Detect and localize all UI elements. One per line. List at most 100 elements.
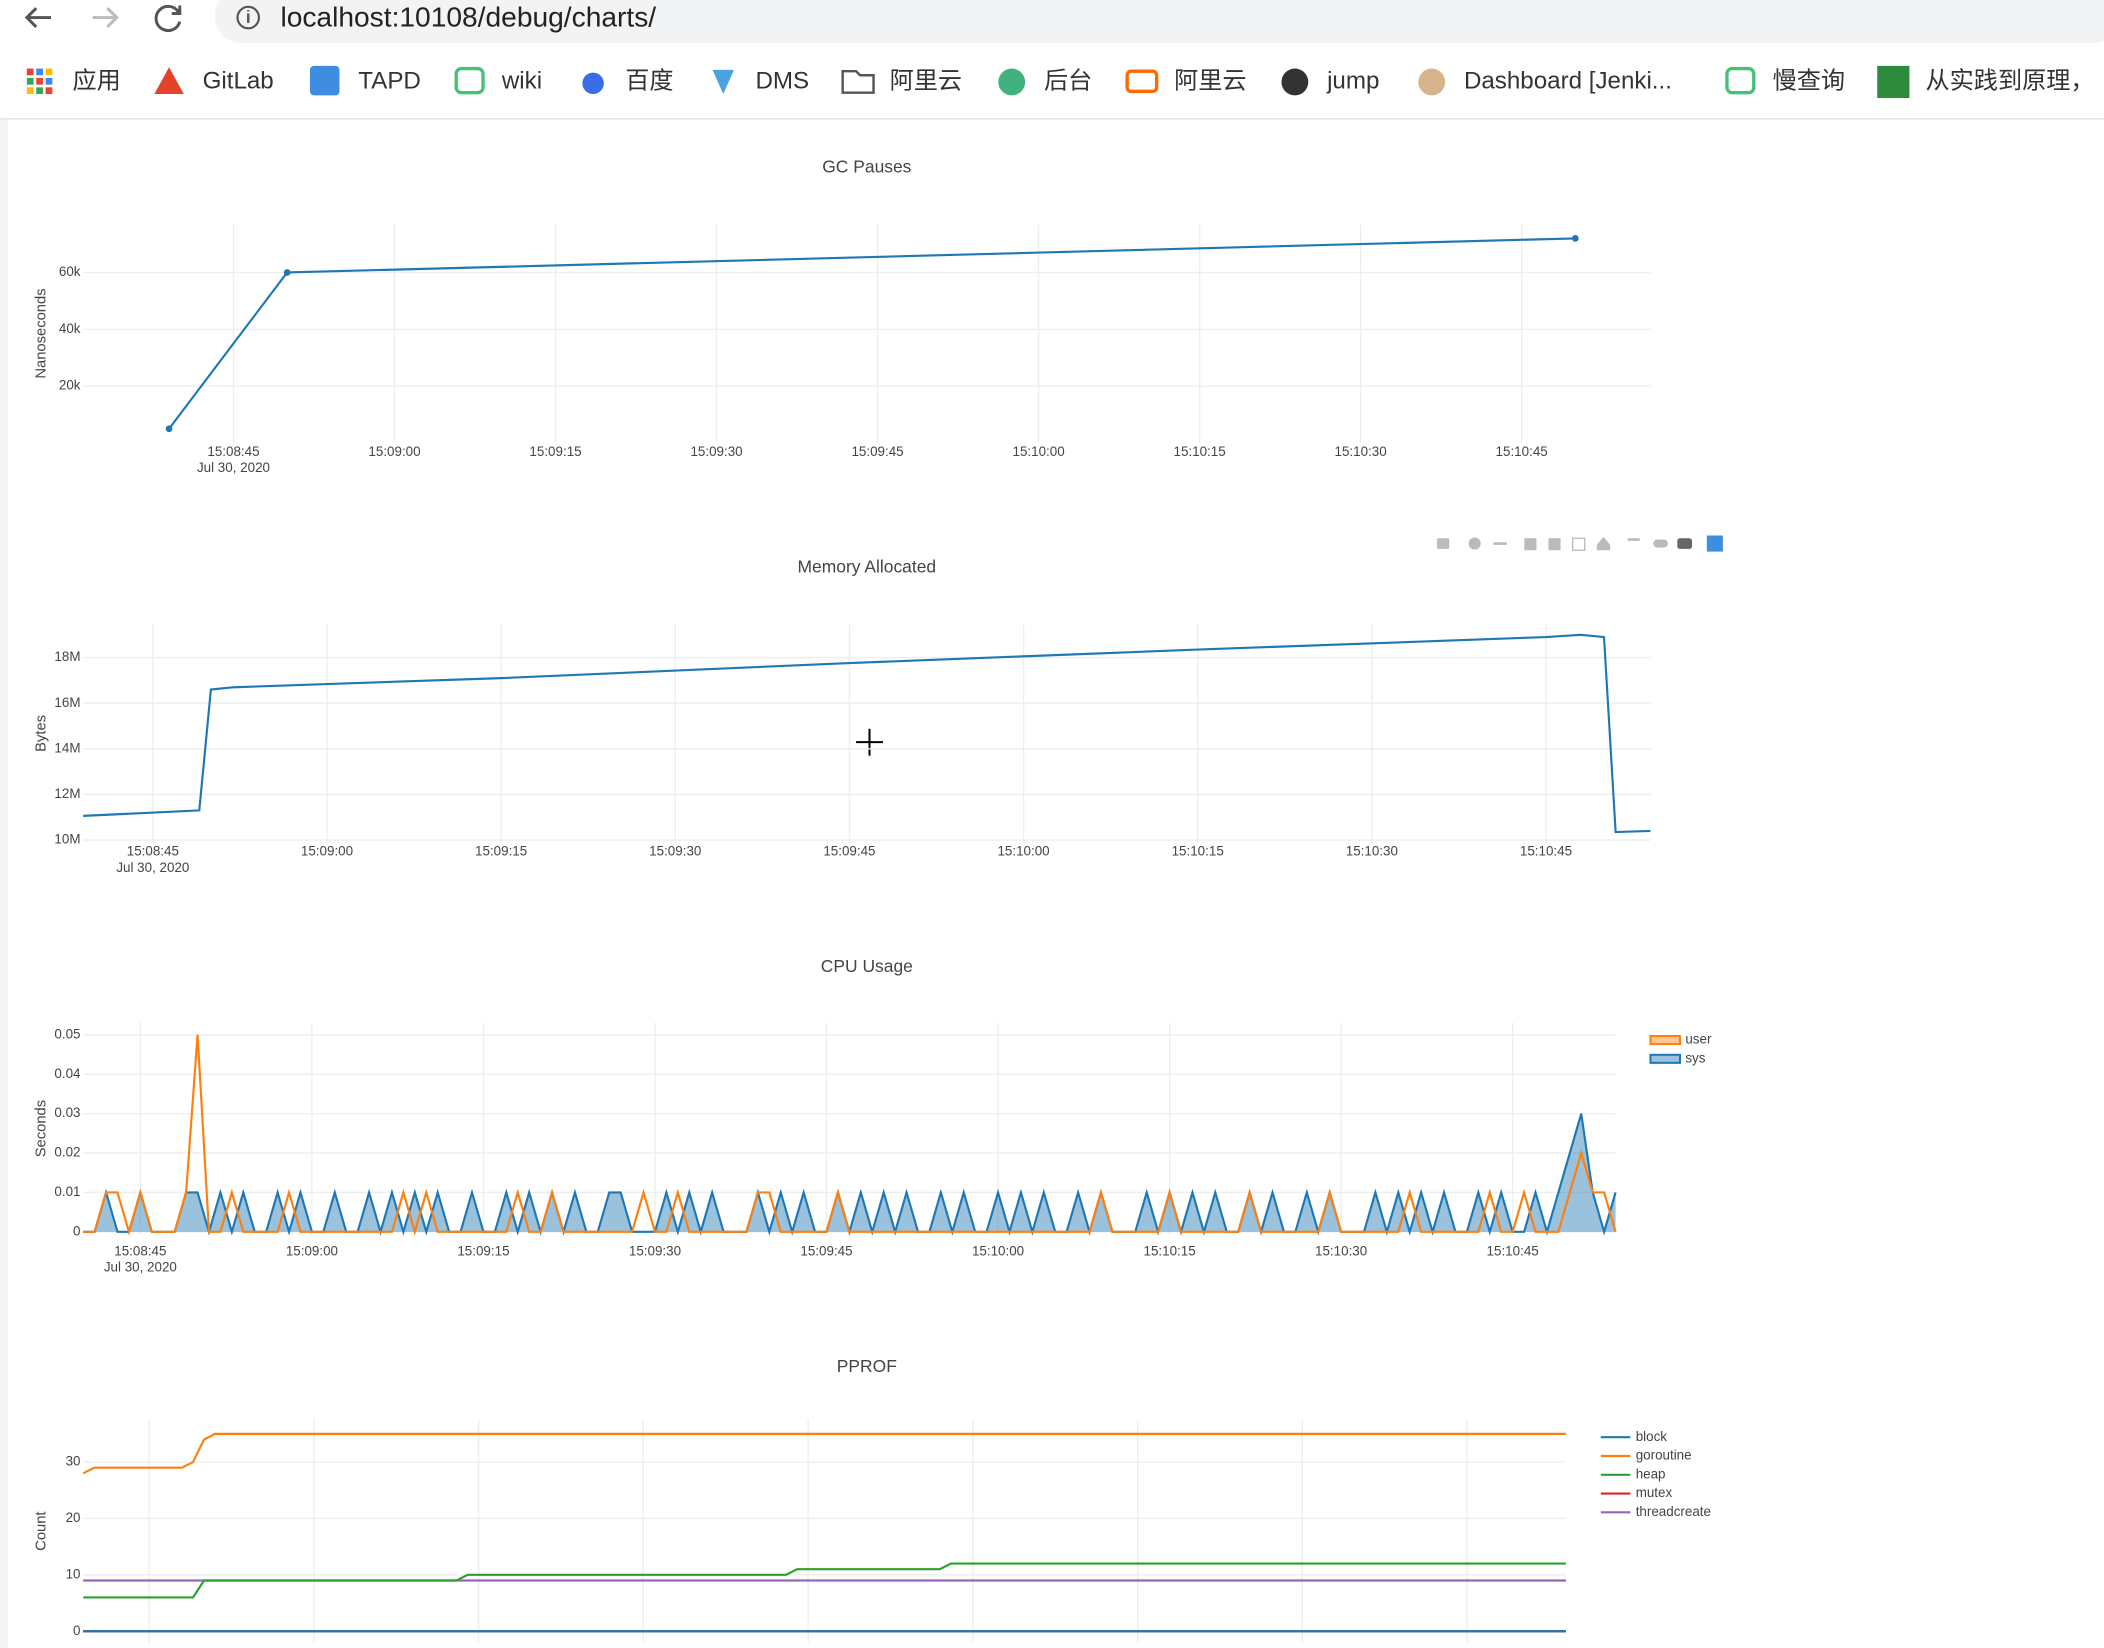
x-tick-date: Jul 30, 2020 xyxy=(197,460,270,475)
y-axis-title: Nanoseconds xyxy=(34,288,50,378)
x-tick-label: 15:10:00 xyxy=(972,1244,1024,1259)
x-tick-label: 15:09:45 xyxy=(851,444,903,459)
cursor xyxy=(856,728,883,756)
line xyxy=(83,633,1651,834)
bookmark-icon xyxy=(1281,68,1309,96)
modebar-button[interactable] xyxy=(1437,538,1450,549)
y-tick-label: 0.03 xyxy=(54,1105,80,1120)
x-tick-label: 15:09:15 xyxy=(529,444,581,459)
x-tick-date: Jul 30, 2020 xyxy=(116,860,189,875)
legend-label: mutex xyxy=(1636,1485,1673,1500)
bookmark[interactable]: Dashboard [Jenki... xyxy=(1464,67,1672,94)
bookmark-icon xyxy=(1418,68,1446,96)
y-tick-label: 20k xyxy=(59,378,81,393)
bookmark-icon xyxy=(309,65,340,96)
x-tick-label: 15:09:30 xyxy=(690,444,742,459)
modebar-button[interactable] xyxy=(1653,539,1668,548)
legend-label: user xyxy=(1685,1032,1712,1047)
modebar-button[interactable] xyxy=(1596,536,1611,551)
bookmark[interactable]: 阿里云 xyxy=(890,67,962,94)
apps-dot xyxy=(36,87,43,95)
bookmark[interactable]: GitLab xyxy=(203,67,274,94)
left-edge xyxy=(0,119,9,1648)
bookmark-icon xyxy=(841,70,875,94)
y-axis-title: Bytes xyxy=(34,715,50,752)
chart-title: PPROF xyxy=(837,1356,897,1376)
bookmark-icon xyxy=(454,66,485,95)
x-tick-label: 15:09:00 xyxy=(301,844,353,859)
modebar-button[interactable] xyxy=(1571,537,1586,551)
modebar-button[interactable] xyxy=(1548,538,1561,551)
chart-title: GC Pauses xyxy=(822,156,911,176)
x-tick-label: 15:08:45 xyxy=(207,444,259,459)
x-tick-label: 15:09:00 xyxy=(286,1244,338,1259)
y-tick-label: 0.05 xyxy=(54,1026,80,1041)
y-axis-title: Count xyxy=(34,1511,50,1550)
x-tick-label: 15:09:30 xyxy=(629,1244,681,1259)
toolbar: localhost:10108/debug/charts/ xyxy=(0,0,2104,49)
apps-dot xyxy=(26,68,34,76)
x-tick-label: 15:10:30 xyxy=(1346,844,1398,859)
x-tick-date: Jul 30, 2020 xyxy=(104,1260,177,1275)
y-tick-label: 14M xyxy=(54,740,80,755)
bookmark[interactable]: 从实践到原理， xyxy=(1926,67,2095,94)
bookmark[interactable]: 慢查询 xyxy=(1773,67,1845,94)
forward-button[interactable] xyxy=(92,7,119,28)
url[interactable]: localhost:10108/debug/charts/ xyxy=(280,0,656,32)
modebar xyxy=(1437,535,1723,552)
modebar-button[interactable] xyxy=(1524,538,1537,551)
x-tick-label: 15:10:00 xyxy=(997,844,1049,859)
y-tick-label: 16M xyxy=(54,695,80,710)
bookmark[interactable]: 阿里云 xyxy=(1174,67,1246,94)
apps-dot xyxy=(36,77,43,85)
point xyxy=(165,425,173,433)
x-tick-label: 15:09:30 xyxy=(649,844,701,859)
legend-swatch xyxy=(1649,1053,1681,1064)
x-tick-label: 15:10:15 xyxy=(1174,444,1226,459)
legend-label: threadcreate xyxy=(1636,1504,1711,1519)
x-tick-label: 15:10:15 xyxy=(1143,1244,1195,1259)
x-tick-label: 15:10:15 xyxy=(1172,844,1224,859)
line xyxy=(83,1562,1566,1599)
point xyxy=(283,269,291,276)
bookmark[interactable]: 应用 xyxy=(72,67,120,94)
modebar-button[interactable] xyxy=(1493,542,1507,545)
point xyxy=(1571,235,1579,242)
y-tick-label: 10 xyxy=(66,1566,81,1581)
bookmark[interactable]: wiki xyxy=(501,67,542,94)
bookmark[interactable]: DMS xyxy=(755,67,809,94)
bookmark-icon xyxy=(1877,65,1910,99)
bookmark-icon xyxy=(582,72,604,95)
y-tick-label: 40k xyxy=(59,321,81,336)
modebar-button[interactable] xyxy=(1627,538,1640,541)
bookmark-icon xyxy=(712,69,734,95)
x-tick-label: 15:09:15 xyxy=(457,1244,509,1259)
reload-button[interactable] xyxy=(154,4,182,32)
y-tick-label: 10M xyxy=(54,832,80,847)
modebar-logo[interactable] xyxy=(1706,535,1723,552)
info-icon[interactable] xyxy=(236,5,261,30)
bookmark[interactable]: 后台 xyxy=(1044,67,1092,94)
bookmark[interactable]: jump xyxy=(1326,67,1379,94)
apps-dot xyxy=(26,77,34,85)
apps-icon xyxy=(26,68,53,95)
area xyxy=(83,1113,1616,1232)
bookmark-icon xyxy=(998,68,1026,96)
modebar-button[interactable] xyxy=(1677,538,1693,549)
modebar-button[interactable] xyxy=(1468,537,1481,550)
bookmark-icon xyxy=(1725,66,1756,95)
y-tick-label: 30 xyxy=(66,1454,81,1469)
back-button[interactable] xyxy=(24,7,51,28)
apps-dot xyxy=(45,68,53,76)
legend-label: goroutine xyxy=(1636,1448,1692,1463)
x-tick-label: 15:09:45 xyxy=(800,1244,852,1259)
bookmark[interactable]: TAPD xyxy=(358,67,421,94)
bookmark[interactable]: 百度 xyxy=(625,67,673,94)
address-bar[interactable] xyxy=(214,0,2104,44)
x-tick-label: 15:08:45 xyxy=(127,844,179,859)
y-tick-label: 60k xyxy=(59,264,81,279)
y-tick-label: 0.02 xyxy=(54,1145,80,1160)
x-tick-label: 15:10:45 xyxy=(1487,1244,1539,1259)
